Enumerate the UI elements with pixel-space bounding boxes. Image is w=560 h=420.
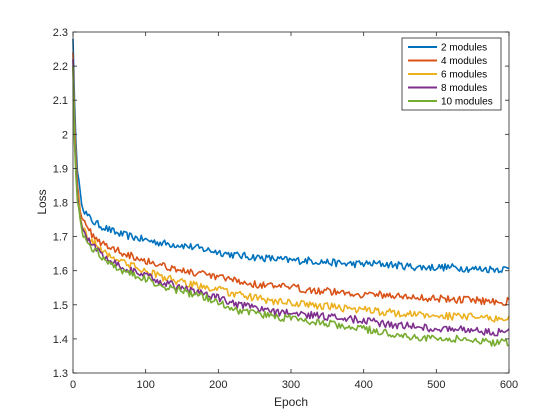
legend-label: 10 modules: [441, 97, 493, 108]
y-tick-label: 2.1: [53, 95, 68, 107]
x-tick-label: 600: [500, 379, 518, 391]
y-tick-label: 2.2: [53, 61, 68, 73]
series-line-3: [72, 66, 510, 323]
series-line-2: [72, 52, 510, 306]
legend-label: 6 modules: [441, 70, 487, 81]
y-tick-label: 1.7: [53, 232, 68, 244]
x-tick-label: 400: [354, 379, 372, 391]
x-tick-label: 200: [209, 379, 227, 391]
x-tick-label: 500: [427, 379, 445, 391]
y-ticks: 1.3 1.4 1.5 1.6 1.7 1.8 1.9 2 2.1 2.2 2.3: [53, 27, 509, 380]
series-line-5: [72, 66, 510, 347]
x-axis-label: Epoch: [274, 395, 308, 409]
x-tick-label: 100: [136, 379, 154, 391]
y-tick-label: 2.3: [53, 27, 68, 39]
y-tick-label: 1.4: [53, 334, 68, 346]
series-lines: [72, 38, 510, 347]
y-tick-label: 1.9: [53, 163, 68, 175]
legend-label: 2 modules: [441, 43, 487, 54]
legend: 2 modules 4 modules 6 modules 8 modules 10 m…: [401, 37, 502, 111]
x-ticks: 0 100 200 300 400 500 600: [70, 32, 518, 391]
series-line-1: [72, 38, 510, 274]
x-tick-label: 0: [70, 379, 76, 391]
y-tick-label: 1.3: [53, 368, 68, 380]
x-tick-label: 300: [282, 379, 300, 391]
y-tick-label: 1.8: [53, 198, 68, 210]
series-line-4: [72, 59, 510, 337]
y-tick-label: 2: [62, 129, 68, 141]
y-tick-label: 1.6: [53, 266, 68, 278]
legend-label: 8 modules: [441, 83, 487, 94]
y-axis-label: Loss: [35, 189, 49, 214]
legend-label: 4 modules: [441, 56, 487, 67]
y-tick-label: 1.5: [53, 300, 68, 312]
